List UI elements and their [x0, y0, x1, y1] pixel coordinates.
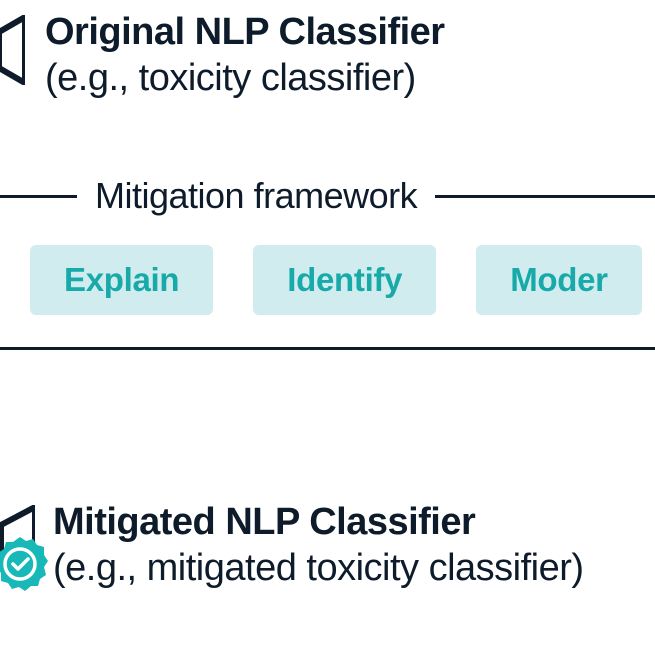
original-subtitle: (e.g., toxicity classifier) — [45, 56, 655, 102]
mitigation-framework-section: Mitigation framework Explain Identify Mo… — [0, 175, 655, 380]
original-classifier-section: Original NLP Classifier (e.g., toxicity … — [0, 0, 655, 141]
framework-steps-row: Explain Identify Moder — [0, 245, 655, 315]
step-moderate: Moder — [476, 245, 642, 315]
mitigated-title: Mitigated NLP Classifier — [53, 500, 655, 546]
framework-header: Mitigation framework — [0, 175, 655, 217]
mitigated-classifier-section: Mitigated NLP Classifier (e.g., mitigate… — [0, 500, 655, 591]
divider-line-right — [435, 195, 655, 198]
divider-line-left — [0, 195, 77, 198]
mitigated-subtitle: (e.g., mitigated toxicity classifier) — [53, 546, 655, 592]
step-explain: Explain — [30, 245, 213, 315]
mitigated-title-block: Mitigated NLP Classifier (e.g., mitigate… — [53, 500, 655, 591]
step-identify: Identify — [253, 245, 436, 315]
divider-line-bottom — [0, 347, 655, 350]
hexagon-with-badge-icon — [0, 505, 45, 580]
hexagon-icon — [0, 15, 25, 90]
verified-badge-icon — [0, 535, 49, 598]
original-title-block: Original NLP Classifier (e.g., toxicity … — [45, 10, 655, 101]
original-title: Original NLP Classifier — [45, 10, 655, 56]
framework-title: Mitigation framework — [95, 175, 417, 217]
